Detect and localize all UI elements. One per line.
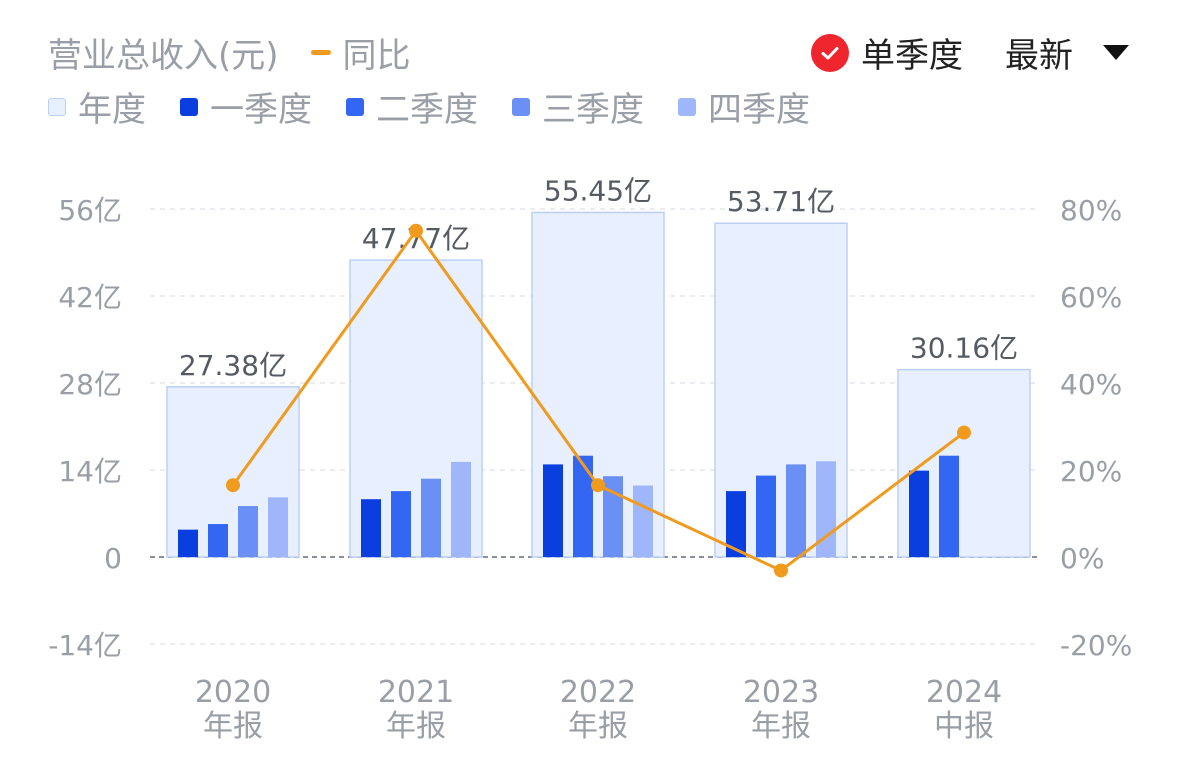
single-quarter-toggle[interactable]: 单季度: [861, 36, 963, 76]
quarter-bar-q1: [543, 464, 563, 557]
legend-label-q3: 三季度: [542, 90, 644, 130]
legend-label-q1: 一季度: [210, 90, 312, 130]
quarter-bar-q2: [573, 455, 593, 557]
y-left-tick-label: 42亿: [58, 281, 122, 314]
quarter-bar-q4: [633, 485, 653, 557]
legend-label-q4: 四季度: [708, 90, 810, 130]
x-tick-period: 中报: [934, 709, 994, 744]
legend-item-annual[interactable]: 年度: [48, 82, 146, 131]
x-tick-year: 2020: [195, 675, 271, 710]
quarter-bar-q3: [238, 506, 258, 557]
y-left-tick-label: 28亿: [58, 368, 122, 401]
x-tick-period: 年报: [568, 709, 628, 744]
x-tick-year: 2024: [926, 675, 1002, 710]
y-right-tick-label: -20%: [1060, 629, 1132, 662]
yoy-legend-marker: [310, 50, 331, 55]
chevron-down-icon: [1103, 45, 1129, 60]
legend-item-q3[interactable]: 三季度: [512, 82, 644, 131]
yoy-point: [774, 563, 788, 578]
legend-swatch-q3: [512, 97, 530, 116]
metric-title: 营业总收入(元): [48, 36, 279, 76]
quarter-bar-q2: [939, 455, 959, 557]
x-tick-year: 2023: [743, 675, 819, 710]
legend-item-q1[interactable]: 一季度: [180, 82, 312, 131]
single-quarter-check-icon[interactable]: [811, 33, 849, 72]
legend-swatch-q2: [346, 97, 364, 116]
x-tick-period: 年报: [386, 709, 446, 744]
y-left-tick-label: 56亿: [58, 194, 122, 227]
y-left-tick-label: 14亿: [58, 455, 122, 488]
yoy-point: [591, 478, 605, 493]
x-tick-year: 2022: [560, 675, 636, 710]
legend-swatch-q4: [678, 97, 696, 116]
annual-value-label: 30.16亿: [910, 332, 1018, 365]
quarter-bar-q3: [786, 464, 806, 557]
legend-swatch-q1: [180, 97, 198, 116]
y-right-tick-label: 20%: [1060, 455, 1122, 488]
quarter-bar-q3: [603, 476, 623, 557]
y-left-tick-label: 0: [104, 542, 122, 575]
legend-swatch-annual: [48, 97, 66, 116]
quarter-bar-q1: [726, 491, 746, 557]
yoy-point: [957, 425, 971, 440]
yoy-legend-label: 同比: [342, 36, 411, 76]
chart-header: 营业总收入(元) 同比: [48, 28, 411, 77]
quarter-bar-q3: [421, 478, 441, 557]
annual-value-label: 27.38亿: [179, 349, 287, 382]
x-tick-period: 年报: [751, 709, 811, 744]
quarter-bar-q2: [391, 491, 411, 557]
legend-label-q2: 二季度: [376, 90, 478, 130]
annual-value-label: 53.71亿: [727, 185, 835, 218]
y-right-tick-label: 40%: [1060, 368, 1122, 401]
y-right-tick-label: 60%: [1060, 281, 1122, 314]
sort-label: 最新: [1005, 36, 1073, 76]
y-right-tick-label: 0%: [1060, 542, 1104, 575]
quarter-bar-q1: [178, 529, 198, 557]
legend-item-q4[interactable]: 四季度: [678, 82, 810, 131]
quarter-bar-q1: [909, 470, 929, 557]
sort-dropdown[interactable]: 最新: [1005, 28, 1129, 77]
quarter-bar-q2: [208, 524, 228, 557]
x-tick-year: 2021: [378, 675, 454, 710]
x-tick-period: 年报: [203, 709, 263, 744]
legend: 年度 一季度 二季度 三季度 四季度: [48, 82, 844, 131]
legend-label-annual: 年度: [78, 90, 146, 130]
y-left-tick-label: -14亿: [48, 629, 122, 662]
yoy-point: [409, 223, 423, 238]
legend-item-q2[interactable]: 二季度: [346, 82, 478, 131]
chart-controls: 单季度 最新: [811, 28, 1129, 77]
y-right-tick-label: 80%: [1060, 194, 1122, 227]
quarter-bar-q4: [268, 497, 288, 557]
yoy-point: [226, 478, 240, 493]
quarter-bar-q4: [451, 461, 471, 557]
quarter-bar-q1: [361, 499, 381, 557]
annual-value-label: 55.45亿: [544, 174, 652, 207]
quarter-bar-q2: [756, 475, 776, 557]
